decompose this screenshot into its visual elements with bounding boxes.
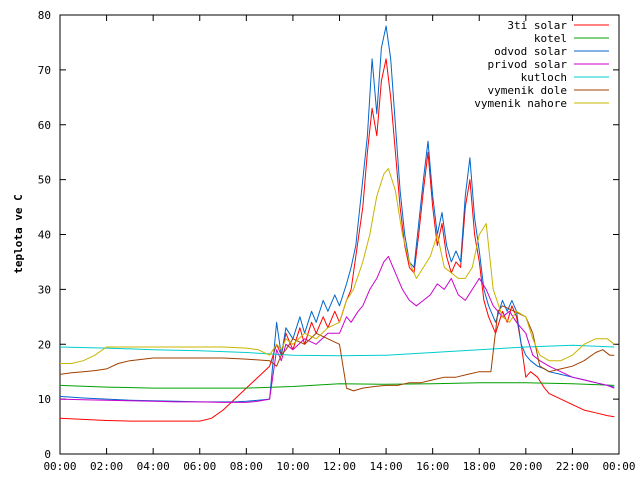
legend-label: odvod solar — [494, 45, 567, 58]
legend-label: kotel — [534, 32, 567, 45]
legend-label: 3ti solar — [507, 19, 567, 32]
y-tick-label: 30 — [38, 283, 51, 296]
x-tick-label: 08:00 — [230, 460, 263, 473]
x-tick-label: 16:00 — [416, 460, 449, 473]
series-line-vymenik-dole — [59, 305, 615, 392]
legend-label: vymenik dole — [488, 84, 567, 97]
x-tick-label: 20:00 — [509, 460, 542, 473]
y-axis-label: teplota ve C — [12, 194, 25, 273]
axis-ticks — [59, 14, 620, 455]
x-tick-label: 18:00 — [463, 460, 496, 473]
y-tick-label: 40 — [38, 229, 51, 242]
y-tick-label: 20 — [38, 338, 51, 351]
x-tick-label: 04:00 — [137, 460, 170, 473]
x-tick-label: 00:00 — [602, 460, 635, 473]
y-tick-labels: 0 10 20 30 40 50 60 70 80 — [38, 9, 51, 461]
x-tick-label: 22:00 — [556, 460, 589, 473]
legend-label: privod solar — [488, 58, 568, 71]
x-tick-label: 14:00 — [370, 460, 403, 473]
y-tick-label: 50 — [38, 174, 51, 187]
series-line-kotel — [59, 382, 615, 389]
x-tick-labels: 00:00 02:00 04:00 06:00 08:00 10:00 12:00 14:00… — [43, 460, 635, 473]
y-tick-label: 60 — [38, 119, 51, 132]
y-tick-label: 10 — [38, 393, 51, 406]
series-line-kutloch — [59, 344, 615, 357]
y-tick-label: 0 — [44, 448, 51, 461]
legend-label: vymenik nahore — [474, 97, 567, 110]
y-tick-label: 80 — [38, 9, 51, 22]
x-tick-label: 06:00 — [183, 460, 216, 473]
x-tick-label: 02:00 — [90, 460, 123, 473]
series-lines — [59, 25, 615, 422]
y-tick-label: 70 — [38, 64, 51, 77]
series-line-vymenik-nahore — [60, 168, 615, 364]
x-tick-label: 10:00 — [276, 460, 309, 473]
x-tick-label: 00:00 — [43, 460, 76, 473]
x-tick-label: 12:00 — [323, 460, 356, 473]
series-line-3ti-solar — [59, 58, 615, 422]
series-line-privod-solar — [59, 255, 615, 403]
legend-label: kutloch — [521, 71, 567, 84]
